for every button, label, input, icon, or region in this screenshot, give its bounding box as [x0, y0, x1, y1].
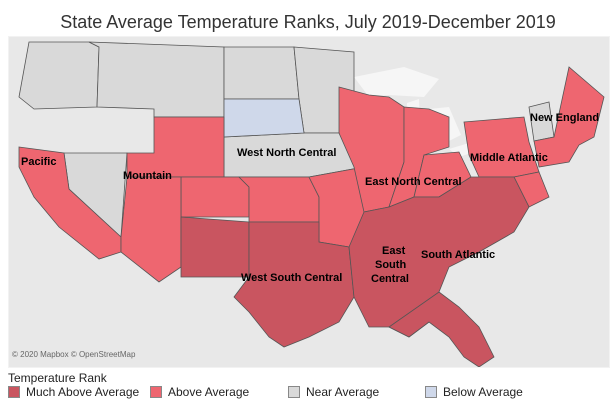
us-map: Pacific Mountain West North Central East…: [9, 37, 609, 367]
legend-title: Temperature Rank: [8, 371, 107, 385]
lake-superior: [354, 67, 439, 97]
legend-item-below[interactable]: Below Average: [425, 385, 523, 399]
state-idaho-montana[interactable]: [88, 41, 225, 118]
legend-label: Near Average: [306, 385, 380, 399]
legend: Much Above Average Above Average Near Av…: [8, 385, 616, 405]
state-new-england[interactable]: [533, 66, 605, 168]
state-kansas[interactable]: [238, 176, 320, 223]
state-south-dakota[interactable]: [223, 98, 305, 138]
label-pacific: Pacific: [21, 156, 56, 168]
legend-label: Above Average: [168, 385, 250, 399]
label-new-england: New England: [530, 112, 599, 124]
map-attribution[interactable]: © 2020 Mapbox © OpenStreetMap: [12, 350, 136, 359]
label-mountain: Mountain: [123, 170, 172, 182]
map-canvas[interactable]: Pacific Mountain West North Central East…: [8, 36, 610, 368]
label-east-south-central-1: East: [382, 245, 406, 257]
legend-swatch-much-above: [8, 386, 20, 398]
legend-label: Below Average: [443, 385, 523, 399]
state-north-dakota[interactable]: [223, 46, 300, 100]
label-east-south-central-2: South: [375, 259, 406, 271]
legend-item-above[interactable]: Above Average: [150, 385, 249, 399]
map-title: State Average Temperature Ranks, July 20…: [60, 12, 556, 32]
state-florida[interactable]: [388, 291, 495, 367]
label-west-north-central: West North Central: [237, 147, 336, 159]
legend-swatch-near: [288, 386, 300, 398]
label-west-south-central: West South Central: [241, 272, 342, 284]
legend-swatch-above: [150, 386, 162, 398]
legend-item-much-above[interactable]: Much Above Average: [8, 385, 139, 399]
label-east-north-central: East North Central: [365, 176, 462, 188]
label-middle-atlantic: Middle Atlantic: [470, 152, 548, 164]
state-washington-oregon[interactable]: [18, 41, 100, 110]
near-average-states: [18, 41, 555, 238]
label-south-atlantic: South Atlantic: [421, 249, 495, 261]
state-california[interactable]: [18, 146, 122, 260]
label-east-south-central-3: Central: [371, 273, 409, 285]
legend-label: Much Above Average: [26, 385, 140, 399]
state-texas-oklahoma[interactable]: [233, 221, 355, 348]
legend-swatch-below: [425, 386, 437, 398]
much-above-average-states: [180, 176, 530, 367]
state-new-mexico[interactable]: [180, 216, 250, 278]
legend-item-near[interactable]: Near Average: [288, 385, 379, 399]
